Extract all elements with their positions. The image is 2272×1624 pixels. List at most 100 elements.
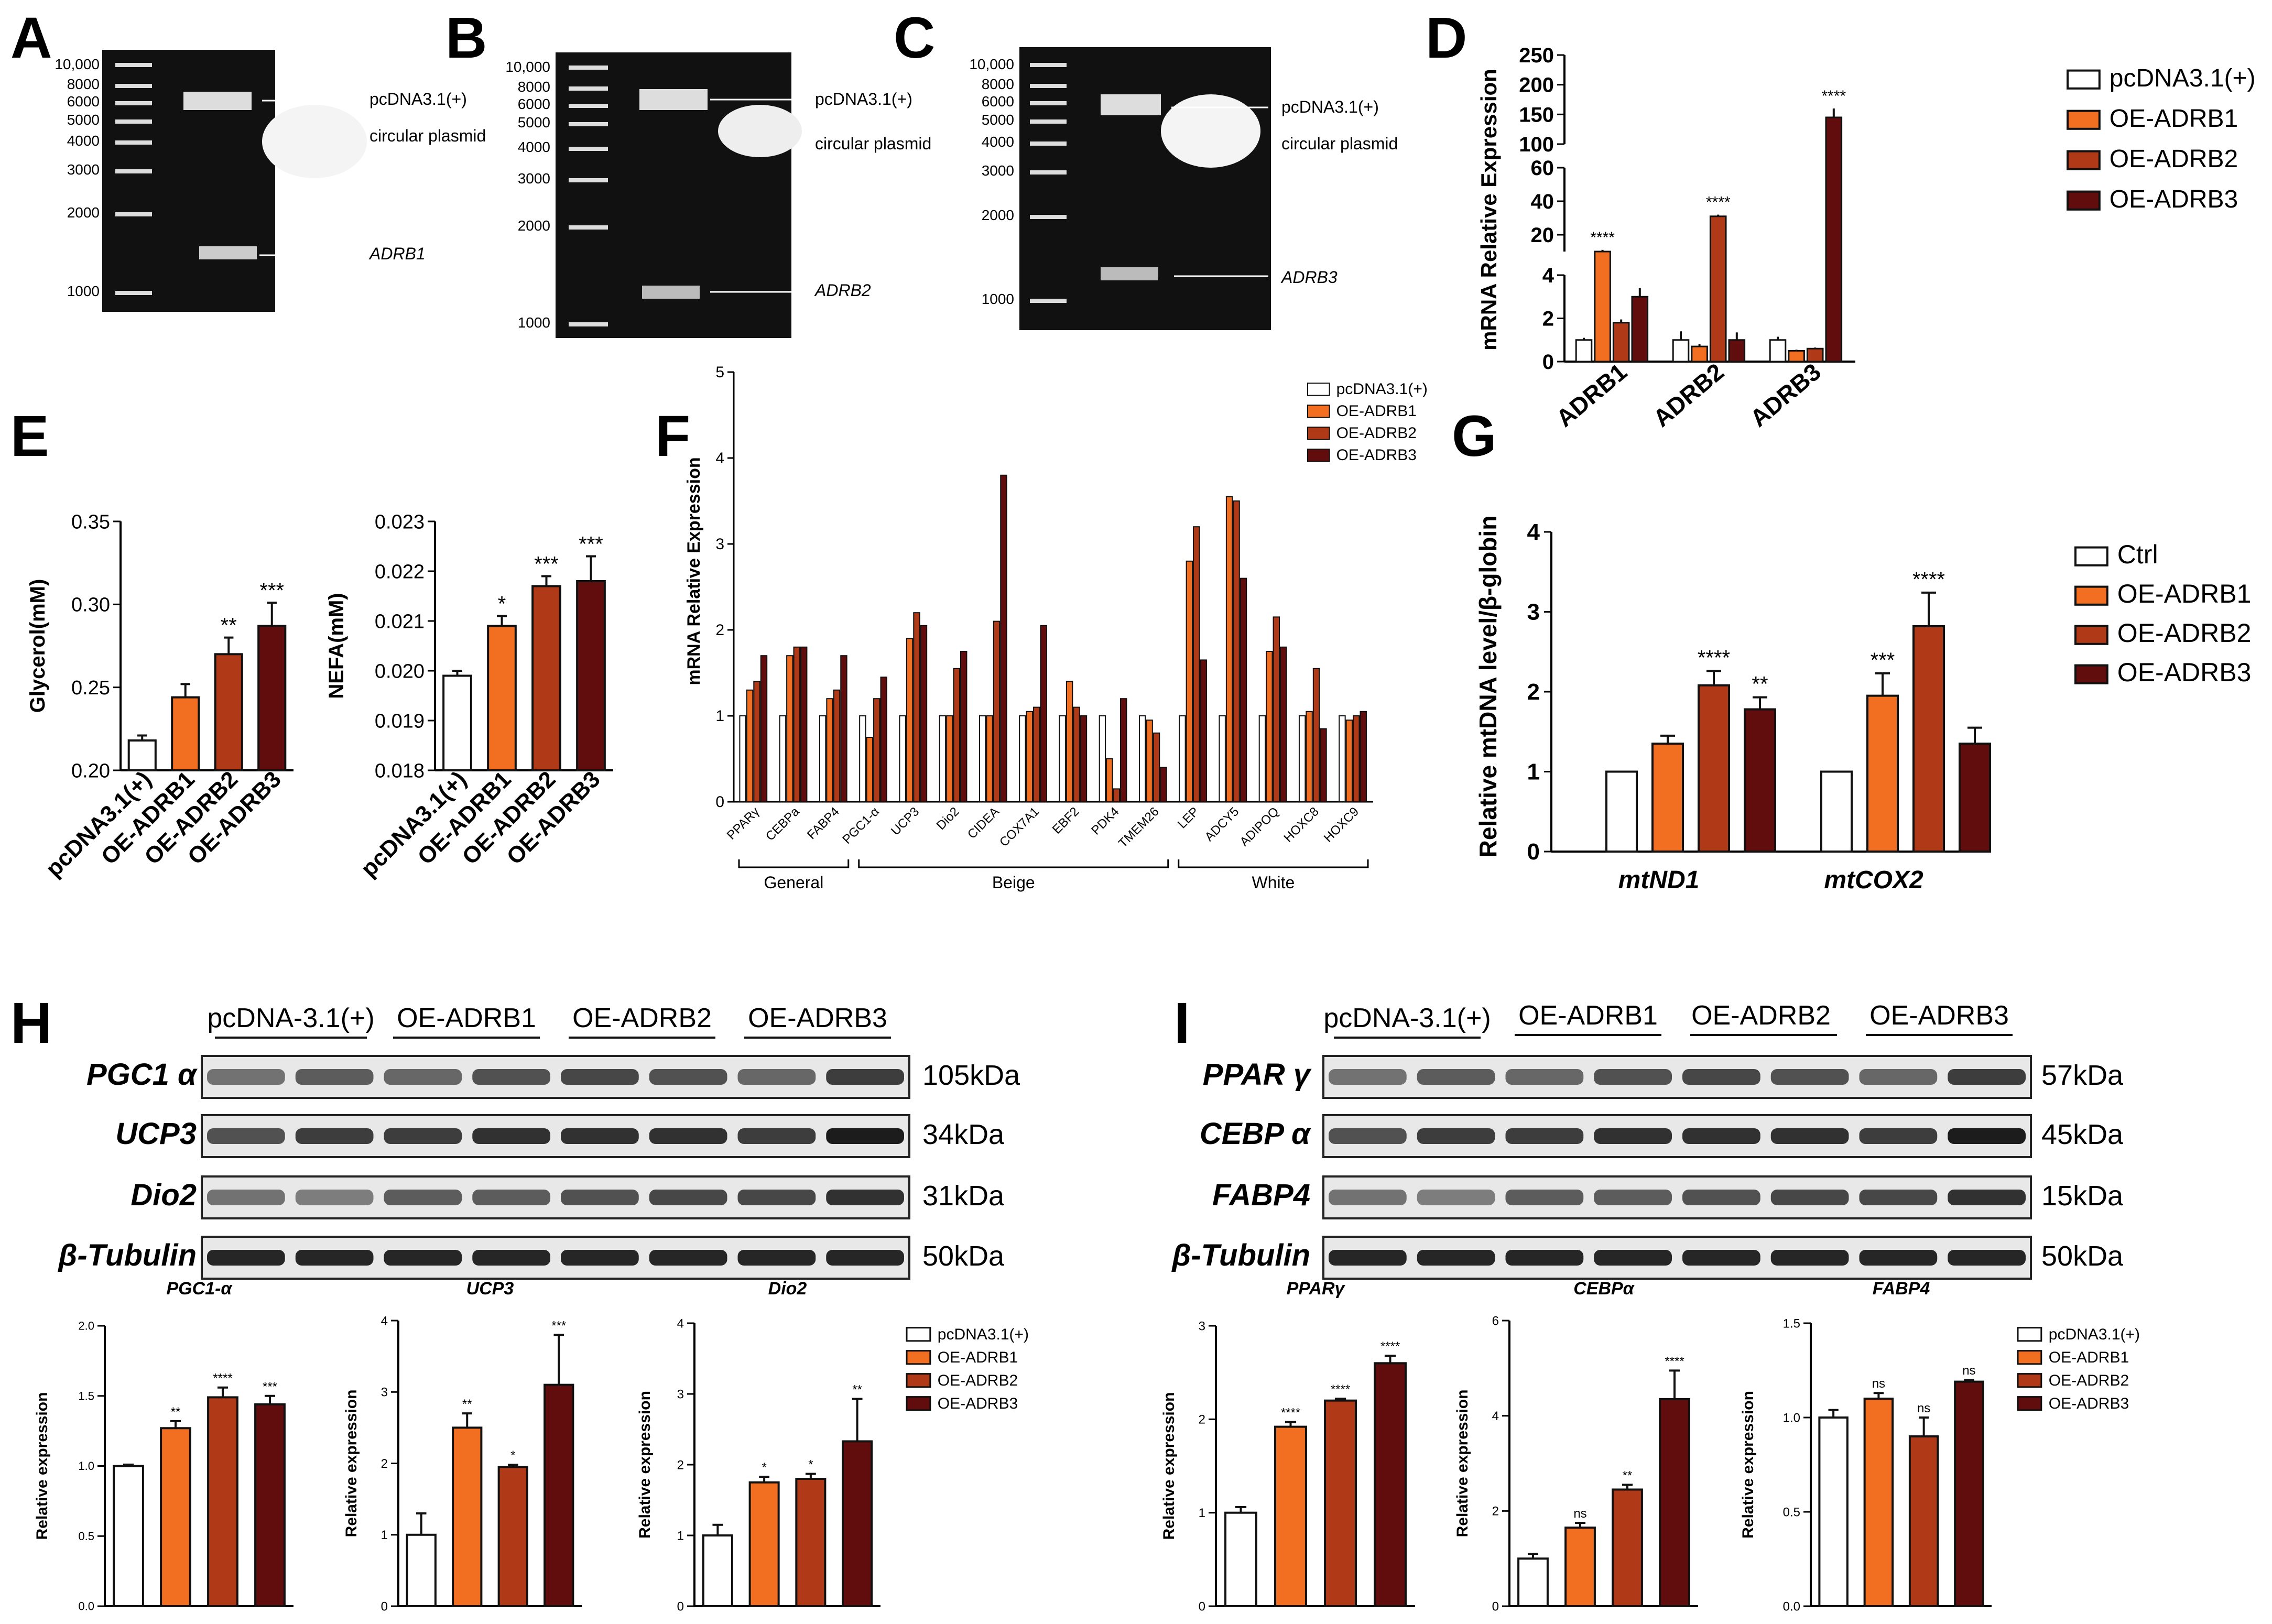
y-tick-label: 0.30 [71,594,110,616]
y-axis-label: Relative expression [1160,1392,1178,1540]
western-band [1682,1069,1760,1085]
bar [1273,616,1280,803]
x-tick-label: mtND1 [1618,866,1700,894]
bar [1959,743,1991,853]
bar [214,653,243,772]
bar [1345,720,1353,802]
significance-label: *** [259,579,284,602]
western-band [207,1069,285,1085]
western-band [649,1250,727,1266]
panel-letter-h: H [10,991,52,1055]
bar [840,655,847,802]
significance-label: *** [579,533,603,556]
bar [1709,215,1727,363]
bar [1788,350,1805,363]
chart-i1: 0 1 2 3 **** **** **** Relative expression PPARγ [1160,1279,1415,1614]
western-band [649,1190,727,1205]
western-band [1417,1190,1495,1205]
gel-marker: 6000 [518,96,550,112]
western-band [826,1190,904,1205]
western-band [1770,1250,1849,1266]
significance-label: ns [1962,1364,1975,1378]
y-axis-label: Glycerol(mM) [26,579,49,713]
bar [1306,711,1313,803]
x-tick-label: ADCY5 [1202,804,1242,844]
western-band [472,1069,550,1085]
panel-letter-a: A [10,6,52,70]
y-tick-label: 0.021 [375,611,425,633]
gel-b-gene-label: ADRB2 [814,281,871,300]
y-axis-label: mRNA Relative Expression [684,457,704,685]
bar [127,739,157,771]
y-tick-label: 1.0 [1783,1411,1800,1425]
western-band [207,1250,285,1266]
bar [1769,339,1787,363]
panel-letter-g: G [1452,404,1497,468]
y-tick-label: 0.018 [375,760,425,782]
western-i: pcDNA-3.1(+) OE-ADRB1 OE-ADRB2 OE-ADRB3 … [1171,1000,2124,1280]
bar [986,715,993,802]
bar [171,696,200,771]
bar [1863,1398,1894,1607]
y-tick-label: 0.023 [375,511,425,533]
gel-marker: 1000 [67,283,100,299]
gel-b-marker-labels: 10,000 8000 6000 5000 4000 3000 2000 100… [505,59,550,331]
gel-a-gene-label: ADRB1 [368,244,426,263]
gel-b: 10,000 8000 6000 5000 4000 3000 2000 100… [505,52,931,338]
western-band [561,1128,639,1144]
bar [531,585,561,771]
western-i-kda: 45kDa [2041,1119,2124,1150]
western-h-group-label: OE-ADRB2 [572,1003,712,1033]
y-tick-label: 0.020 [375,660,425,682]
bar [899,715,906,802]
y-axis-label: Relative expression [1740,1391,1757,1539]
significance-label: *** [551,1318,566,1333]
bar [497,1466,528,1607]
y-tick-label: 0.019 [375,710,425,732]
bar [442,674,472,771]
western-band [1329,1128,1407,1144]
gel-a-circular-label: circular plasmid [369,126,486,145]
legend-swatch [906,1396,931,1411]
gel-c-ladder [1030,63,1067,303]
gel-marker: 5000 [982,112,1014,128]
bar [913,612,920,802]
legend-label: OE-ADRB3 [2049,1395,2129,1412]
western-h-rows [201,1055,910,1280]
panel-letter-c: C [894,6,935,70]
x-tick-label: ADRB3 [1745,358,1826,432]
bar [487,625,517,771]
western-band [649,1069,727,1085]
western-band [649,1128,727,1144]
western-band [1682,1190,1760,1205]
western-band [737,1190,816,1205]
significance-label: **** [1912,568,1945,591]
bar [842,1440,873,1607]
gel-a-ladder [115,63,152,295]
gel-marker: 8000 [982,76,1014,92]
x-tick-label: HOXC9 [1321,804,1362,845]
bar [1825,116,1843,363]
legend-swatch [2067,150,2101,170]
western-i-protein: PPAR γ [1203,1058,1312,1092]
gel-b-vector-band [639,89,708,110]
gel-b-circular-band [718,105,802,157]
bar [1954,1380,1984,1608]
gel-c-insert-band [1101,267,1158,280]
gel-marker: 1000 [982,291,1014,307]
western-h-protein: UCP3 [115,1117,197,1151]
y-tick-label: 4 [381,1314,388,1328]
y-tick-label: 4 [677,1316,684,1331]
legend-swatch [1307,405,1330,418]
legend-label: OE-ADRB3 [2110,186,2238,213]
western-band [1417,1128,1495,1144]
gel-marker: 2000 [982,207,1014,223]
bar [1912,625,1945,853]
bar [406,1533,437,1607]
gel-marker: 8000 [67,76,100,92]
y-axis-label: NEFA(mM) [325,593,348,699]
